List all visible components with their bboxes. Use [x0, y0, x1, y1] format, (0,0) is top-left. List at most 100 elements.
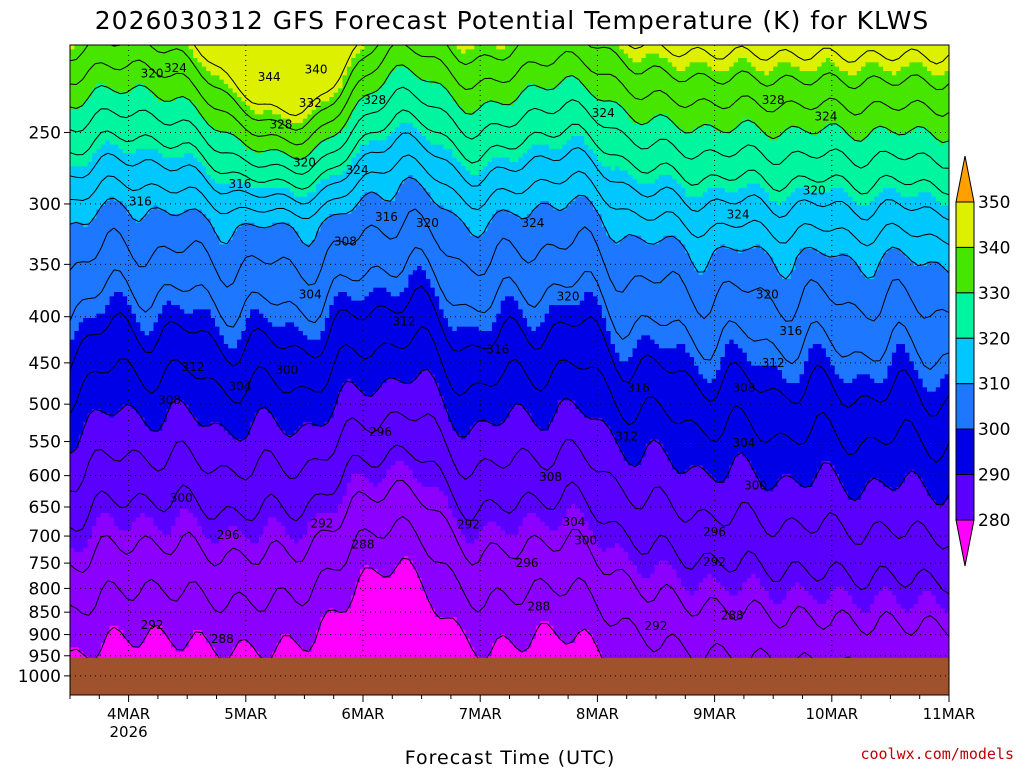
theta-cell — [79, 591, 84, 596]
theta-cell — [88, 309, 93, 314]
theta-cell — [118, 569, 123, 574]
theta-cell — [123, 119, 128, 124]
theta-cell — [180, 253, 185, 258]
theta-cell — [145, 45, 150, 50]
theta-cell — [127, 431, 132, 436]
theta-cell — [149, 97, 154, 102]
theta-cell — [180, 197, 185, 202]
theta-cell — [140, 474, 145, 479]
theta-cell — [184, 127, 189, 132]
theta-cell — [145, 517, 150, 522]
theta-cell — [149, 470, 154, 475]
theta-cell — [149, 517, 154, 522]
theta-cell — [92, 366, 97, 371]
theta-cell — [189, 223, 194, 228]
theta-cell — [79, 513, 84, 518]
theta-cell — [92, 582, 97, 587]
theta-cell — [167, 474, 172, 479]
theta-cell — [171, 140, 176, 145]
theta-cell — [118, 153, 123, 158]
theta-cell — [118, 266, 123, 271]
theta-cell — [105, 366, 110, 371]
theta-cell — [189, 552, 194, 557]
theta-cell — [158, 513, 163, 518]
theta-cell — [193, 275, 198, 280]
theta-cell — [197, 309, 202, 314]
theta-cell — [211, 439, 216, 444]
theta-cell — [114, 448, 119, 453]
theta-cell — [197, 162, 202, 167]
theta-cell — [110, 552, 115, 557]
theta-cell — [184, 543, 189, 548]
theta-cell — [193, 426, 198, 431]
theta-cell — [136, 175, 141, 180]
theta-cell — [79, 418, 84, 423]
theta-cell — [132, 240, 137, 245]
theta-cell — [83, 431, 88, 436]
theta-cell — [202, 110, 207, 115]
theta-cell — [171, 452, 176, 457]
theta-cell — [118, 565, 123, 570]
theta-cell — [189, 171, 194, 176]
theta-cell — [193, 75, 198, 80]
theta-cell — [136, 513, 141, 518]
theta-cell — [96, 387, 101, 392]
theta-cell — [110, 383, 115, 388]
theta-cell — [158, 487, 163, 492]
theta-cell — [189, 504, 194, 509]
theta-cell — [118, 621, 123, 626]
theta-cell — [127, 474, 132, 479]
theta-cell — [136, 309, 141, 314]
theta-cell — [202, 292, 207, 297]
theta-cell — [167, 569, 172, 574]
theta-cell — [105, 426, 110, 431]
theta-cell — [140, 400, 145, 405]
theta-cell — [154, 314, 159, 319]
theta-cell — [132, 565, 137, 570]
theta-cell — [136, 158, 141, 163]
theta-cell — [162, 179, 167, 184]
theta-cell — [96, 171, 101, 176]
theta-cell — [158, 556, 163, 561]
theta-cell — [184, 171, 189, 176]
theta-cell — [101, 145, 106, 150]
theta-cell — [92, 153, 97, 158]
theta-cell — [206, 587, 211, 592]
theta-cell — [175, 84, 180, 89]
theta-cell — [123, 604, 128, 609]
theta-cell — [101, 444, 106, 449]
theta-cell — [74, 119, 79, 124]
theta-cell — [96, 145, 101, 150]
theta-cell — [184, 535, 189, 540]
theta-cell — [175, 327, 180, 332]
theta-cell — [175, 244, 180, 249]
theta-cell — [88, 530, 93, 535]
theta-cell — [184, 266, 189, 271]
theta-cell — [110, 292, 115, 297]
theta-cell — [101, 270, 106, 275]
theta-cell — [211, 621, 216, 626]
theta-cell — [184, 106, 189, 111]
theta-cell — [167, 305, 172, 310]
theta-cell — [154, 127, 159, 132]
theta-cell — [101, 322, 106, 327]
theta-cell — [189, 45, 194, 50]
theta-cell — [197, 348, 202, 353]
theta-cell — [123, 509, 128, 514]
theta-cell — [140, 322, 145, 327]
theta-cell — [70, 535, 75, 540]
theta-cell — [167, 301, 172, 306]
theta-cell — [180, 305, 185, 310]
theta-cell — [193, 314, 198, 319]
theta-cell — [123, 309, 128, 314]
theta-cell — [92, 643, 97, 648]
theta-cell — [162, 218, 167, 223]
theta-cell — [70, 426, 75, 431]
theta-cell — [197, 97, 202, 102]
theta-cell — [154, 413, 159, 418]
theta-cell — [167, 470, 172, 475]
theta-cell — [189, 166, 194, 171]
theta-cell — [114, 49, 119, 54]
theta-cell — [101, 366, 106, 371]
theta-cell — [158, 93, 163, 98]
